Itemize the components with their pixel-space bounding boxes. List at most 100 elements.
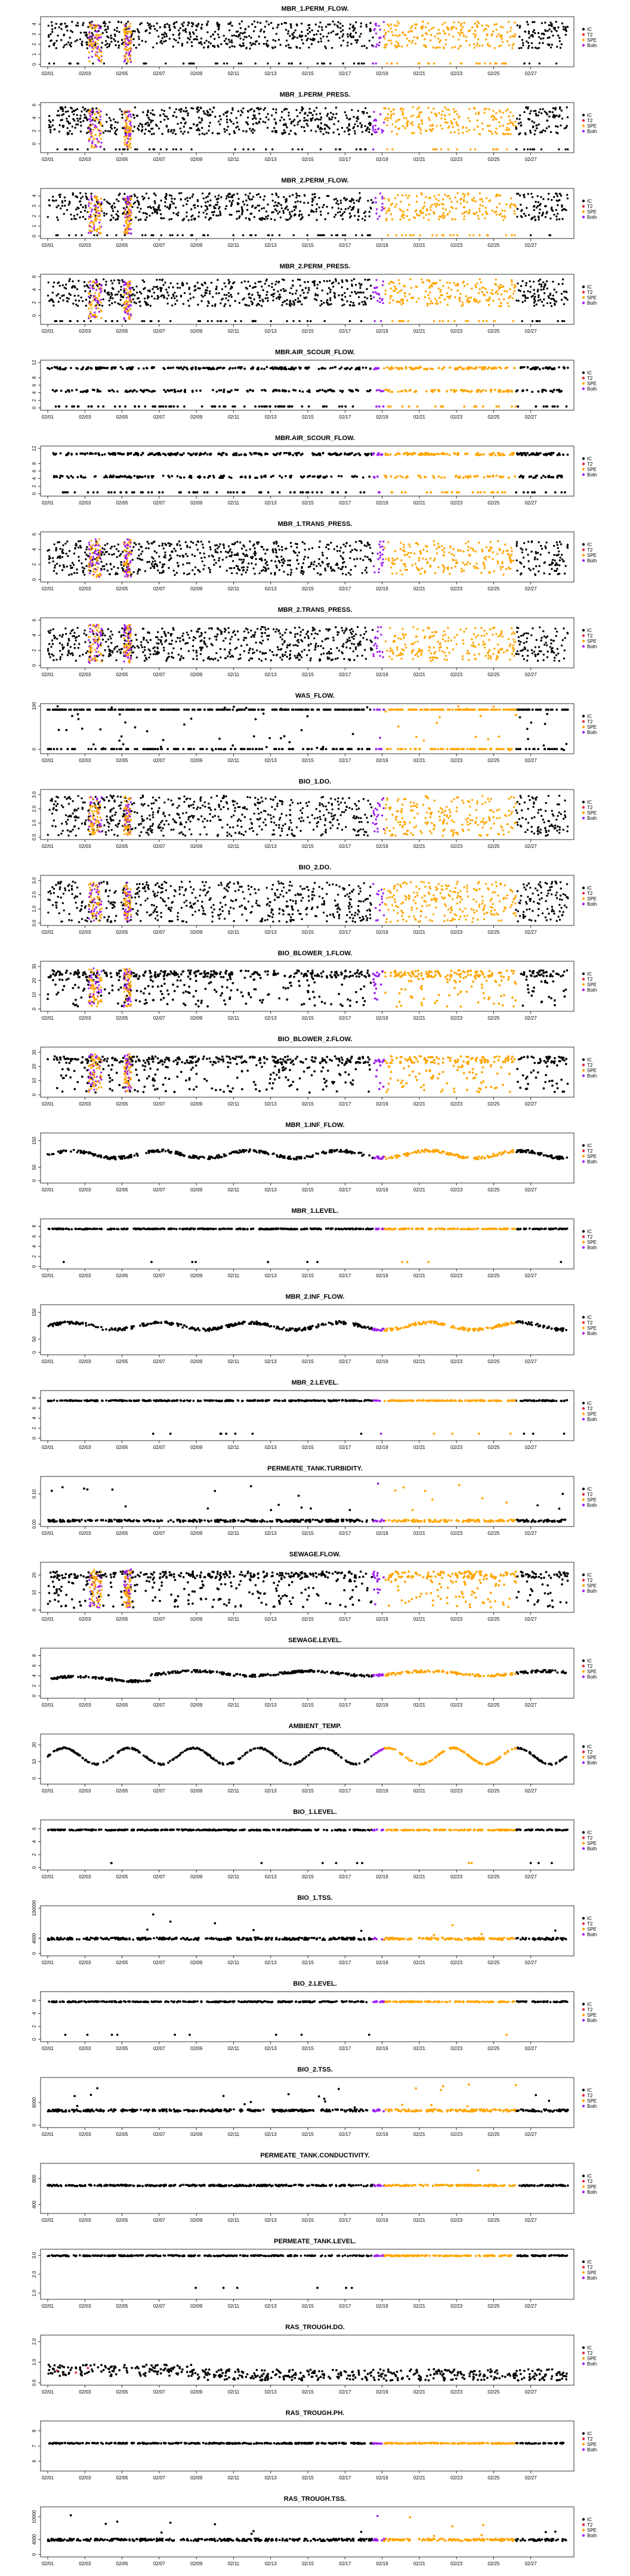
data-point: [251, 44, 252, 46]
data-point: [237, 198, 239, 200]
data-point: [370, 199, 372, 201]
data-point: [501, 216, 503, 218]
data-point: [99, 232, 101, 234]
data-point: [196, 129, 197, 131]
data-point: [356, 120, 358, 122]
data-point: [225, 298, 227, 299]
legend: ICT2SPEBoth: [582, 27, 597, 48]
data-point: [180, 111, 181, 113]
legend-label: Both: [587, 43, 597, 48]
data-point: [346, 127, 348, 129]
data-point: [166, 291, 168, 293]
data-point: [110, 296, 112, 298]
data-point: [103, 148, 105, 150]
data-point: [121, 21, 122, 23]
data-point: [129, 210, 131, 212]
data-point: [265, 216, 267, 218]
data-point: [345, 114, 347, 116]
data-point: [529, 280, 531, 282]
data-point: [287, 33, 289, 35]
data-point: [77, 123, 79, 125]
data-point: [265, 116, 267, 118]
data-point: [165, 198, 167, 200]
data-point: [103, 212, 105, 214]
data-point: [349, 206, 351, 208]
data-point: [487, 45, 489, 47]
data-point: [130, 228, 132, 230]
data-point: [332, 30, 334, 32]
data-point: [262, 289, 264, 291]
data-point: [481, 24, 483, 26]
data-point: [390, 110, 392, 112]
data-point: [194, 207, 196, 209]
data-point: [476, 26, 478, 28]
data-point: [100, 110, 102, 112]
data-point: [350, 215, 352, 217]
data-point: [139, 291, 141, 293]
data-point: [531, 120, 533, 122]
data-point: [94, 119, 95, 120]
legend-marker: [582, 119, 585, 122]
data-point: [109, 43, 110, 45]
data-point: [474, 301, 475, 302]
data-point: [258, 36, 260, 38]
x-tick-label: 02/09: [190, 71, 203, 76]
data-point: [390, 39, 391, 41]
data-point: [123, 142, 125, 144]
data-point: [314, 38, 316, 40]
data-point: [168, 208, 170, 210]
data-point: [295, 299, 297, 301]
data-point: [397, 119, 399, 121]
data-point: [193, 296, 194, 298]
data-point: [493, 24, 495, 26]
data-point: [299, 120, 301, 122]
data-point: [161, 218, 163, 219]
data-point: [403, 215, 405, 216]
data-point: [301, 289, 303, 291]
data-point: [234, 148, 236, 150]
data-point: [125, 126, 126, 128]
data-point: [279, 293, 280, 295]
data-point: [441, 110, 443, 112]
data-point: [193, 123, 194, 125]
data-point: [84, 32, 85, 33]
data-point: [448, 33, 450, 35]
data-point: [180, 27, 181, 29]
data-point: [186, 215, 187, 217]
data-point: [240, 110, 242, 112]
data-point: [495, 29, 497, 30]
data-point: [226, 205, 227, 207]
data-point: [277, 202, 279, 204]
data-point: [523, 291, 525, 293]
x-tick-label: 02/13: [265, 71, 277, 76]
data-point: [190, 148, 192, 150]
data-point: [555, 125, 557, 127]
data-point: [363, 45, 365, 47]
data-point: [194, 286, 196, 287]
data-point: [317, 63, 319, 64]
data-point: [107, 26, 109, 27]
data-point: [144, 212, 146, 214]
data-point: [69, 148, 71, 150]
data-point: [391, 123, 393, 125]
data-point: [152, 113, 154, 115]
legend-label: T2: [587, 32, 593, 38]
data-point: [228, 41, 230, 43]
data-point: [372, 291, 374, 293]
data-point: [510, 27, 512, 29]
data-point: [322, 206, 323, 208]
data-point: [551, 25, 553, 27]
y-tick-label: 3: [32, 33, 37, 36]
data-point: [291, 303, 292, 305]
data-point: [385, 46, 387, 48]
data-point: [390, 117, 392, 119]
data-point: [538, 123, 540, 125]
data-point: [511, 234, 512, 236]
data-point: [218, 132, 220, 134]
data-point: [363, 63, 365, 64]
data-point: [178, 37, 180, 39]
data-point: [218, 27, 220, 29]
data-point: [226, 119, 228, 120]
x-tick-label: 02/15: [302, 329, 314, 334]
y-tick-label: 2: [32, 129, 37, 132]
